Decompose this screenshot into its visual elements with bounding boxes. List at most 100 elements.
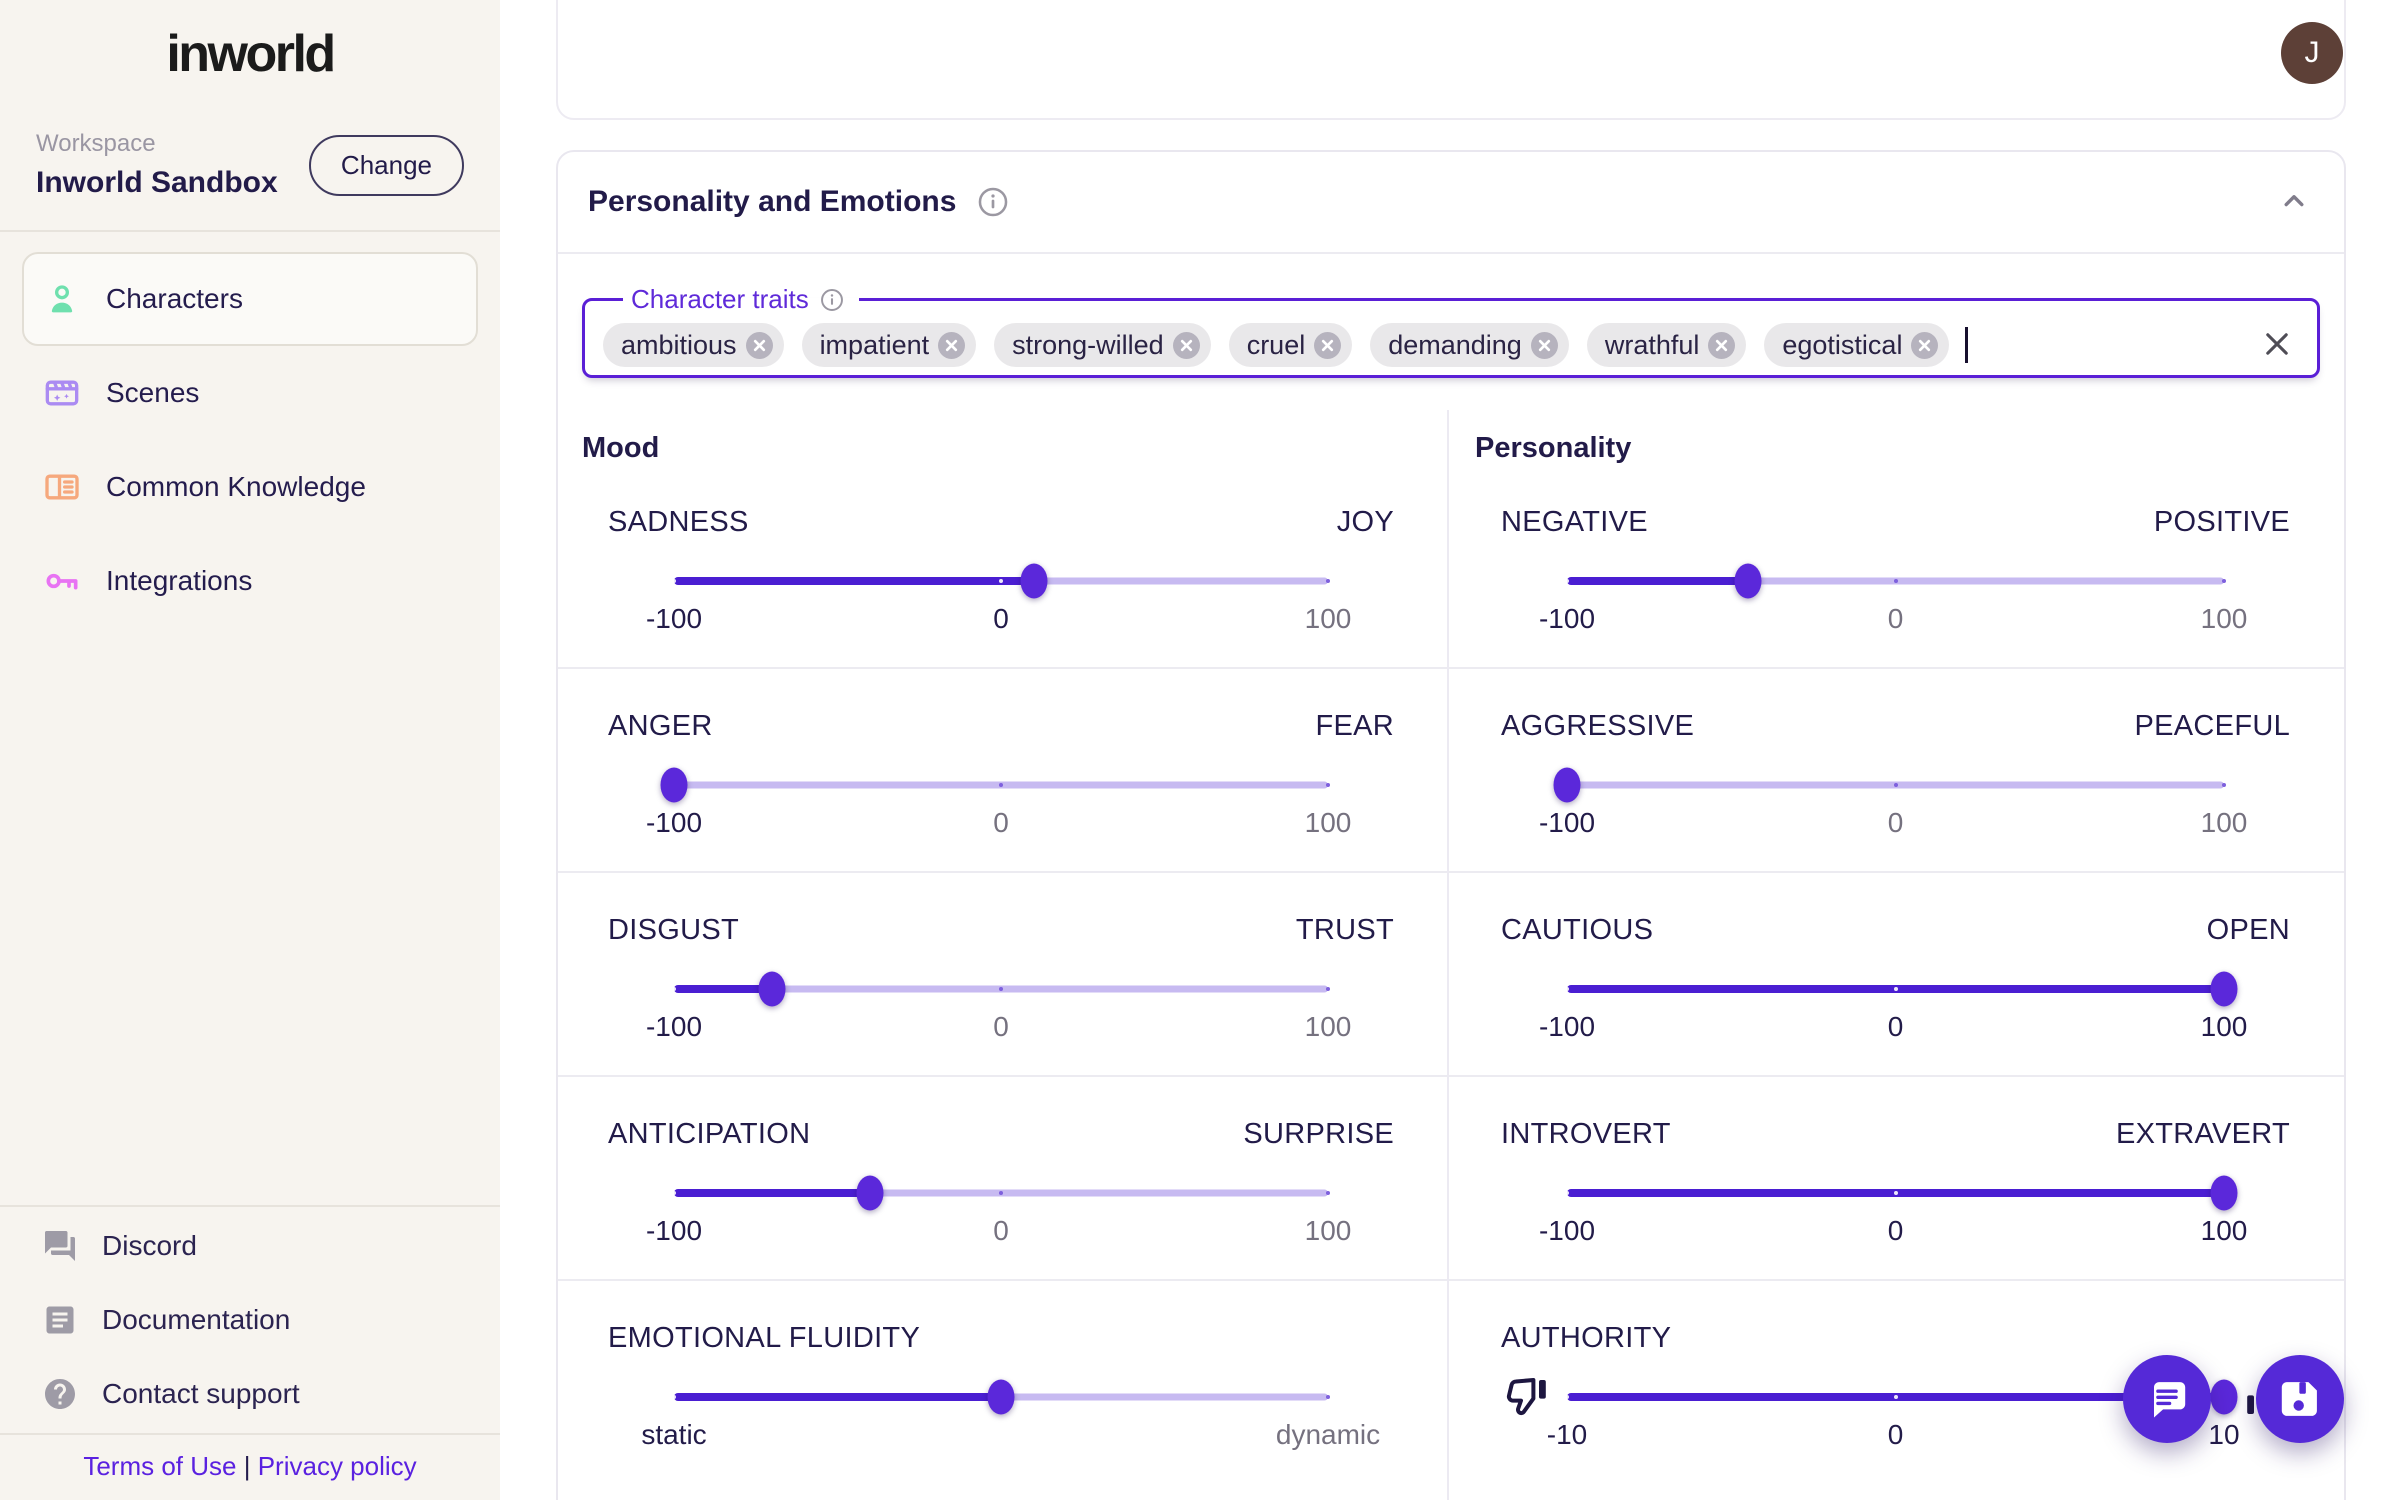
sidebar-nav: Characters Scenes Common Knowledge Integrat… (0, 232, 500, 628)
slider-thumb[interactable] (1020, 563, 1048, 599)
slider-label-left: AGGRESSIVE (1501, 709, 1695, 742)
contact-support-link[interactable]: Contact support (0, 1357, 500, 1431)
chip-delete-icon[interactable] (1530, 331, 1558, 359)
slider-label-left: DISGUST (608, 913, 739, 946)
sidebar-item-common-knowledge[interactable]: Common Knowledge (22, 440, 478, 534)
footer-item-label: Documentation (102, 1304, 291, 1335)
slider-tick (1326, 1395, 1330, 1399)
save-fab[interactable] (2256, 1355, 2344, 1443)
slider-row-anger-fear: ANGER FEAR -100 0 100 (558, 669, 1447, 873)
info-icon[interactable] (976, 185, 1010, 219)
slider-track[interactable]: -100 0 100 (646, 563, 1351, 634)
slider-row-anticipation-surprise: ANTICIPATION SURPRISE -100 0 100 (558, 1077, 1447, 1281)
slider-tick (1893, 1395, 1898, 1399)
workspace-name: Inworld Sandbox (36, 166, 278, 199)
clear-all-traits-icon[interactable] (2259, 327, 2295, 363)
trait-chip: strong-willed (994, 323, 1211, 367)
slider-tick (1893, 579, 1898, 583)
personality-heading: Personality (1475, 432, 1632, 464)
trait-chip-label: ambitious (621, 329, 737, 360)
previous-section-card-edge (556, 0, 2346, 120)
character-traits-field[interactable]: Character traits ambitious impatient stron… (582, 284, 2320, 378)
inworld-logo: inworld (166, 25, 336, 83)
sidebar-item-integrations[interactable]: Integrations (22, 534, 478, 628)
documentation-link[interactable]: Documentation (0, 1283, 500, 1357)
slider-track[interactable]: -10 0 10 (1547, 1379, 2240, 1450)
slider-mark-label: -100 (645, 807, 703, 838)
sidebar: inworld Workspace Inworld Sandbox Change… (0, 0, 500, 1500)
slider-track[interactable]: static dynamic (641, 1379, 1380, 1450)
slider-tick (1326, 987, 1330, 991)
slider-mark-label: 0 (1887, 603, 1904, 634)
slider-track[interactable]: -100 0 100 (646, 1175, 1351, 1246)
slider-thumb[interactable] (2210, 971, 2238, 1007)
slider-tick (672, 1395, 676, 1399)
slider-label-right: OPEN (2206, 913, 2290, 946)
slider-mark-label: static (641, 1419, 707, 1450)
panel-header: Personality and Emotions (558, 152, 2344, 254)
chip-delete-icon[interactable] (745, 331, 773, 359)
slider-label-right: PEACEFUL (2134, 709, 2290, 742)
slider-thumb[interactable] (758, 971, 786, 1007)
sidebar-divider (0, 1205, 500, 1207)
character-traits-label: Character traits (631, 284, 809, 314)
slider-track[interactable]: -100 0 100 (646, 767, 1351, 838)
document-icon (40, 1300, 80, 1340)
slider-row-aggressive-peaceful: AGGRESSIVE PEACEFUL -100 0 100 (1449, 669, 2344, 873)
chip-delete-icon[interactable] (1314, 331, 1342, 359)
slider-tick (1893, 1191, 1898, 1195)
slider-thumb[interactable] (1734, 563, 1762, 599)
terms-of-use-link[interactable]: Terms of Use (83, 1451, 237, 1481)
slider-track[interactable]: -100 0 100 (1539, 563, 2247, 634)
sidebar-divider (0, 1433, 500, 1435)
slider-track[interactable]: -100 0 100 (1539, 1175, 2247, 1246)
chat-fab[interactable] (2123, 1355, 2211, 1443)
slider-mark-label: 0 (993, 1215, 1009, 1246)
slider-label-right: TRUST (1295, 913, 1394, 946)
thumbs-down-icon (1503, 1373, 1551, 1421)
collapse-chevron-up-icon[interactable] (2274, 182, 2314, 222)
slider-track[interactable]: -100 0 100 (646, 971, 1351, 1042)
discord-link[interactable]: Discord (0, 1209, 500, 1283)
slider-label-left: CAUTIOUS (1501, 913, 1654, 946)
slider-mark-label: 100 (1304, 807, 1352, 838)
sidebar-item-scenes[interactable]: Scenes (22, 346, 478, 440)
slider-track[interactable]: -100 0 100 (1539, 767, 2247, 838)
trait-chip-label: impatient (819, 329, 930, 360)
privacy-policy-link[interactable]: Privacy policy (257, 1451, 417, 1481)
legal-separator: | (243, 1451, 251, 1481)
slider-thumb[interactable] (660, 767, 688, 803)
trait-chip-label: strong-willed (1012, 329, 1164, 360)
slider-tick (1893, 783, 1898, 787)
slider-label-right: FEAR (1315, 709, 1394, 742)
slider-label-right: EXTRAVERT (2115, 1117, 2290, 1150)
slider-mark-label: 100 (1304, 1215, 1352, 1246)
slider-tick (1565, 987, 1569, 991)
slider-thumb[interactable] (2210, 1175, 2238, 1211)
avatar[interactable]: J (2281, 22, 2343, 84)
slider-track[interactable]: -100 0 100 (1539, 971, 2247, 1042)
chat-bubble-icon (2154, 1382, 2186, 1418)
slider-mark-label: 100 (1304, 603, 1352, 634)
slider-label-right: JOY (1336, 505, 1394, 538)
slider-mark-label: 0 (1887, 1011, 1904, 1042)
chip-delete-icon[interactable] (1708, 331, 1736, 359)
change-workspace-button[interactable]: Change (308, 134, 464, 196)
slider-thumb[interactable] (987, 1379, 1015, 1415)
slider-thumb[interactable] (1553, 767, 1581, 803)
slider-fill (1567, 577, 1748, 585)
chip-delete-icon[interactable] (1911, 331, 1939, 359)
slider-thumb[interactable] (856, 1175, 884, 1211)
chip-delete-icon[interactable] (1172, 331, 1200, 359)
trait-chip: ambitious (603, 323, 784, 367)
slider-label-left: NEGATIVE (1501, 505, 1648, 538)
sidebar-item-characters[interactable]: Characters (22, 252, 478, 346)
chip-delete-icon[interactable] (938, 331, 966, 359)
trait-chip-label: demanding (1388, 329, 1522, 360)
slider-mark-label: 0 (993, 1011, 1009, 1042)
legal-links: Terms of Use | Privacy policy (0, 1435, 500, 1500)
slider-thumb[interactable] (2210, 1379, 2238, 1415)
slider-row-sadness-joy: SADNESS JOY -100 0 100 (558, 465, 1447, 669)
trait-chip: cruel (1228, 323, 1353, 367)
